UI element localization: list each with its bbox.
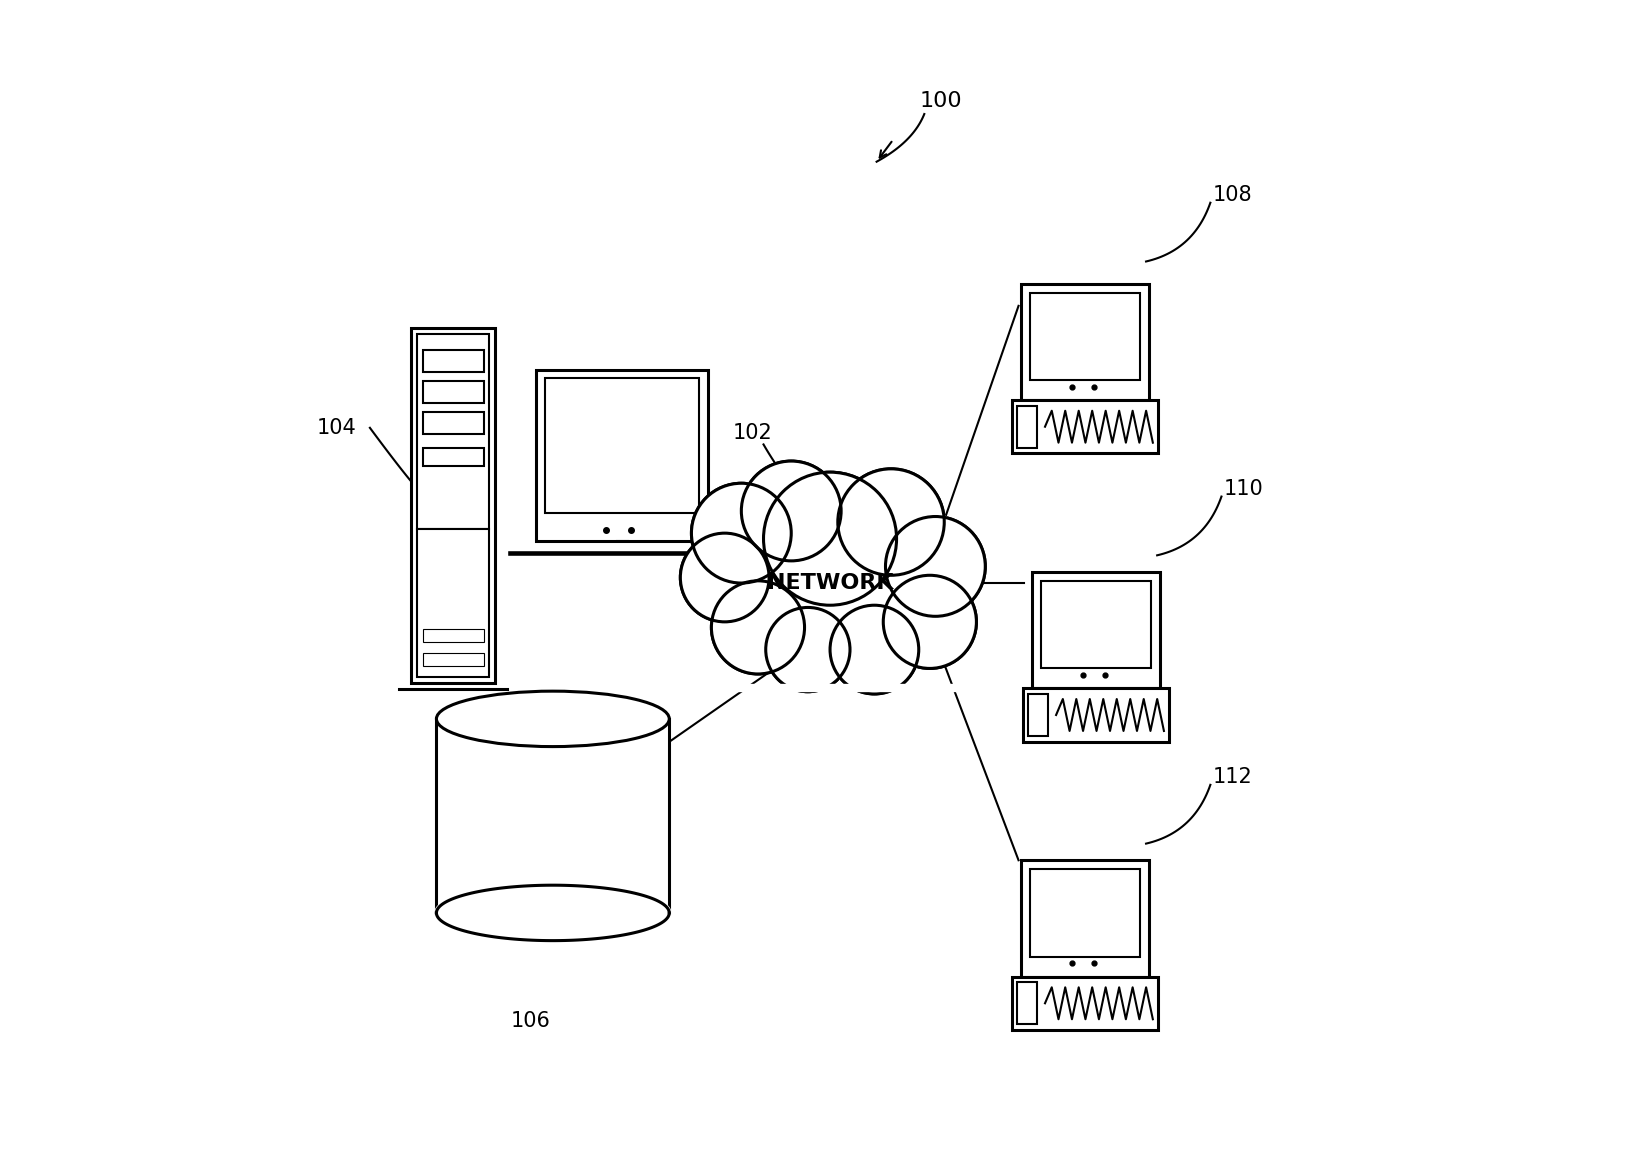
FancyBboxPatch shape [1020,284,1149,400]
Circle shape [681,534,768,621]
FancyBboxPatch shape [1028,694,1048,736]
FancyBboxPatch shape [422,350,483,372]
FancyBboxPatch shape [1012,977,1157,1030]
Polygon shape [681,461,984,694]
FancyBboxPatch shape [1020,860,1149,977]
Circle shape [883,575,976,669]
FancyBboxPatch shape [412,328,494,683]
FancyBboxPatch shape [1012,400,1157,453]
FancyBboxPatch shape [1030,292,1139,380]
Polygon shape [437,885,669,940]
Circle shape [710,581,804,675]
Text: STORAGE: STORAGE [498,806,608,826]
FancyBboxPatch shape [1017,405,1037,448]
Circle shape [829,605,918,694]
FancyBboxPatch shape [422,448,483,465]
Circle shape [691,483,791,583]
Circle shape [742,461,840,561]
FancyBboxPatch shape [545,379,699,513]
Text: CLIENT: CLIENT [1035,998,1134,1022]
FancyBboxPatch shape [1022,688,1168,742]
FancyBboxPatch shape [422,628,483,642]
FancyBboxPatch shape [1030,869,1139,956]
FancyBboxPatch shape [422,412,483,434]
Text: 108: 108 [1211,185,1251,204]
Text: SERVER: SERVER [493,732,602,755]
Text: CLIENT: CLIENT [1046,709,1145,733]
FancyBboxPatch shape [417,334,489,529]
FancyBboxPatch shape [536,370,707,542]
FancyBboxPatch shape [422,381,483,403]
Ellipse shape [437,691,669,746]
Text: 100: 100 [920,91,962,111]
Text: 102: 102 [732,424,771,444]
Text: 112: 112 [1211,767,1251,787]
Text: 104: 104 [316,418,356,438]
FancyBboxPatch shape [422,653,483,666]
FancyBboxPatch shape [417,529,489,677]
Circle shape [837,469,944,575]
Circle shape [885,516,984,617]
FancyBboxPatch shape [1032,572,1159,688]
Circle shape [742,494,918,672]
Text: 106: 106 [511,1011,550,1031]
Text: NETWORK: NETWORK [766,573,893,593]
Text: CLIENT: CLIENT [1035,422,1134,446]
FancyBboxPatch shape [1017,982,1037,1024]
FancyBboxPatch shape [437,718,669,912]
Circle shape [765,608,849,692]
Circle shape [763,472,897,605]
FancyBboxPatch shape [1040,581,1150,669]
Text: 110: 110 [1223,479,1262,499]
